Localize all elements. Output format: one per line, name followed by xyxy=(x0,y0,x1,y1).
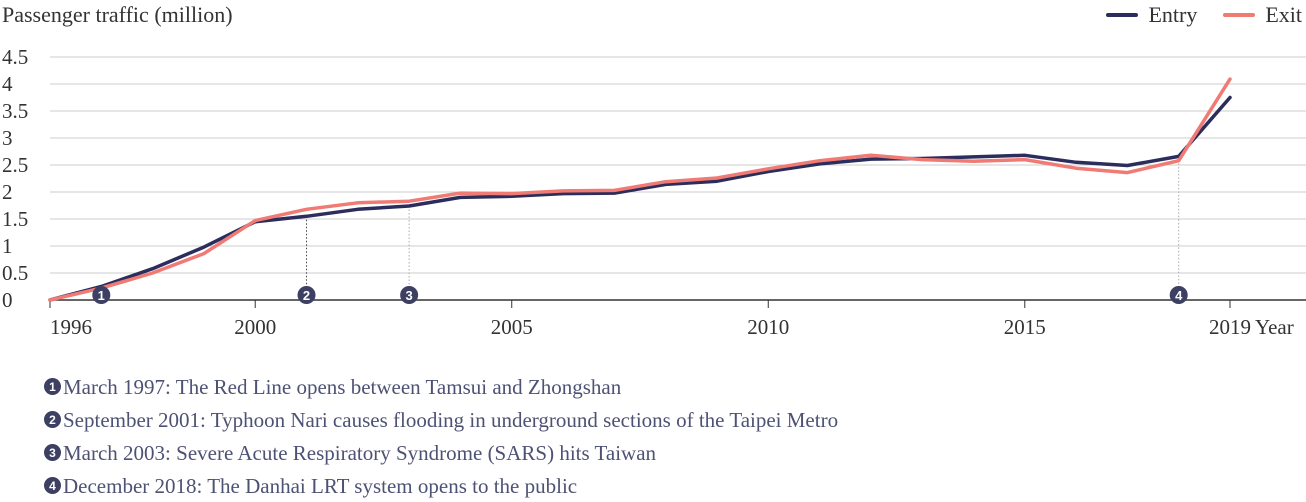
x-tick-label: 1996 xyxy=(50,315,92,339)
y-tick-label: 4 xyxy=(2,72,13,96)
event-marker-3-icon: 3 xyxy=(44,444,61,461)
event-marker-label: 2 xyxy=(303,288,310,303)
y-tick-label: 0 xyxy=(2,288,13,312)
event-marker-label: 1 xyxy=(98,288,105,303)
series-line-entry xyxy=(48,95,1232,302)
legend-swatch-entry xyxy=(1106,13,1139,17)
series-line-exit xyxy=(48,77,1232,302)
legend: Entry Exit xyxy=(1080,2,1302,28)
y-tick-label: 2 xyxy=(2,180,13,204)
event-notes: 1 March 1997: The Red Line opens between… xyxy=(44,370,838,502)
legend-item-exit: Exit xyxy=(1223,2,1302,28)
y-tick-label: 0.5 xyxy=(2,261,28,285)
event-marker-4-icon xyxy=(1169,286,1188,304)
x-tick-label: 2005 xyxy=(491,315,533,339)
event-marker-2-icon: 2 xyxy=(44,411,61,428)
y-tick-label: 2.5 xyxy=(2,153,28,177)
event-note-text: March 2003: Severe Acute Respiratory Syn… xyxy=(63,440,657,465)
event-note-4: 4 December 2018: The Danhai LRT system o… xyxy=(44,469,838,502)
event-note-text: December 2018: The Danhai LRT system ope… xyxy=(63,473,578,498)
event-marker-label: 3 xyxy=(406,288,413,303)
event-marker-4-icon: 4 xyxy=(44,477,61,494)
event-marker-1-icon: 1 xyxy=(44,378,61,395)
event-note-text: March 1997: The Red Line opens between T… xyxy=(63,374,622,399)
event-marker-3-icon xyxy=(400,286,419,304)
event-marker-2-icon xyxy=(297,286,316,304)
legend-item-entry: Entry xyxy=(1106,2,1197,28)
legend-swatch-exit xyxy=(1223,13,1256,17)
event-marker-label: 4 xyxy=(1175,288,1183,303)
x-tick-label: 2019 xyxy=(1209,315,1251,339)
x-tick-label: 2010 xyxy=(747,315,789,339)
y-tick-label: 3.5 xyxy=(2,99,28,123)
y-tick-label: 1.5 xyxy=(2,207,28,231)
legend-label-entry: Entry xyxy=(1148,2,1198,27)
x-tick-label: 2015 xyxy=(1004,315,1046,339)
y-axis-title: Passenger traffic (million) xyxy=(2,2,233,27)
event-note-text: September 2001: Typhoon Nari causes floo… xyxy=(63,407,839,432)
y-tick-label: 1 xyxy=(2,234,13,258)
event-note-1: 1 March 1997: The Red Line opens between… xyxy=(44,370,838,403)
event-marker-1-icon xyxy=(92,286,111,304)
event-note-2: 2 September 2001: Typhoon Nari causes fl… xyxy=(44,403,838,436)
line-chart: 0 0.5 1 1.5 2 2.5 3 3.5 4 4.5 1996 2000 2005 2010 2015… xyxy=(2,45,1306,339)
event-note-3: 3 March 2003: Severe Acute Respiratory S… xyxy=(44,436,838,469)
legend-label-exit: Exit xyxy=(1265,2,1302,27)
y-tick-label: 4.5 xyxy=(2,45,28,69)
y-tick-label: 3 xyxy=(2,126,13,150)
x-axis-title: Year xyxy=(1255,315,1294,339)
x-tick-label: 2000 xyxy=(234,315,276,339)
